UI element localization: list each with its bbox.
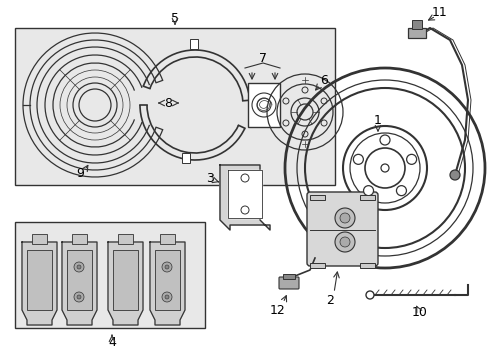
Circle shape (334, 232, 354, 252)
Circle shape (162, 292, 172, 302)
Circle shape (74, 262, 84, 272)
Text: 12: 12 (269, 303, 285, 316)
Text: 4: 4 (108, 336, 116, 348)
Text: 10: 10 (411, 306, 427, 320)
Circle shape (162, 262, 172, 272)
Bar (118, 234, 133, 244)
Text: 1: 1 (373, 113, 381, 126)
Circle shape (164, 265, 169, 269)
Text: 11: 11 (431, 5, 447, 18)
Bar (359, 263, 374, 268)
Polygon shape (150, 242, 184, 325)
Bar (283, 274, 294, 279)
Bar (32, 234, 47, 244)
Text: 5: 5 (171, 12, 179, 24)
Polygon shape (108, 242, 142, 325)
Bar (247, 83, 280, 127)
Bar (182, 153, 190, 163)
Text: 8: 8 (163, 96, 172, 109)
Circle shape (379, 135, 389, 145)
Polygon shape (227, 170, 262, 218)
Circle shape (449, 170, 459, 180)
Text: 3: 3 (205, 171, 214, 185)
Bar (190, 39, 198, 49)
Text: 9: 9 (76, 166, 84, 180)
Text: 6: 6 (320, 73, 327, 86)
Circle shape (363, 186, 373, 195)
Polygon shape (220, 165, 269, 230)
Circle shape (164, 295, 169, 299)
Circle shape (77, 265, 81, 269)
Bar (309, 195, 325, 200)
Bar (309, 263, 325, 268)
Bar (113, 250, 138, 310)
Bar (72, 234, 87, 244)
Circle shape (353, 154, 363, 165)
Text: 2: 2 (325, 293, 333, 306)
Circle shape (339, 237, 349, 247)
Bar (27, 250, 52, 310)
Polygon shape (62, 242, 97, 325)
FancyBboxPatch shape (279, 277, 298, 289)
Bar (407, 28, 425, 38)
Circle shape (334, 208, 354, 228)
Text: 7: 7 (259, 51, 266, 64)
Circle shape (74, 292, 84, 302)
Bar (160, 234, 175, 244)
Polygon shape (22, 242, 57, 325)
Bar (67, 250, 92, 310)
Circle shape (365, 291, 373, 299)
Circle shape (77, 295, 81, 299)
Circle shape (406, 154, 416, 165)
Circle shape (339, 213, 349, 223)
Bar (411, 20, 421, 29)
Circle shape (396, 186, 406, 195)
Bar (155, 250, 180, 310)
Bar (15, 222, 204, 328)
Bar (15, 28, 334, 185)
Bar (359, 195, 374, 200)
Circle shape (380, 164, 388, 172)
FancyBboxPatch shape (306, 192, 377, 266)
